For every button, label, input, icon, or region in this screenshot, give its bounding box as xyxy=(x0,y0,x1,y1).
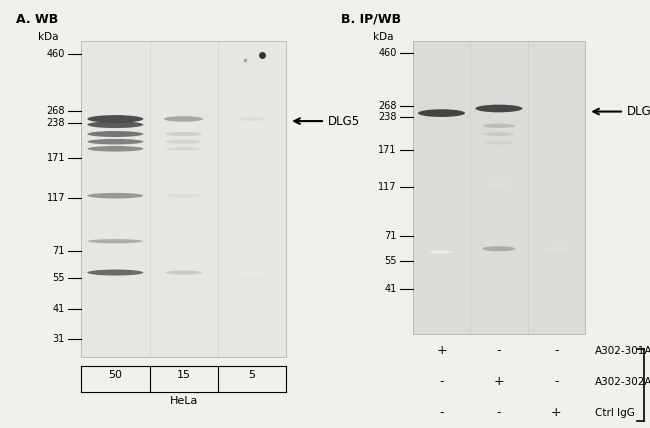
Ellipse shape xyxy=(166,140,202,144)
Ellipse shape xyxy=(87,270,144,276)
Text: 460: 460 xyxy=(378,48,396,58)
Text: 171: 171 xyxy=(47,153,65,163)
Text: 15: 15 xyxy=(177,370,190,380)
Ellipse shape xyxy=(418,109,465,117)
Text: kDa: kDa xyxy=(372,32,393,42)
Text: -: - xyxy=(554,345,558,357)
Ellipse shape xyxy=(166,132,202,136)
Text: 238: 238 xyxy=(47,118,65,128)
Text: 171: 171 xyxy=(378,145,396,155)
Text: +: + xyxy=(436,345,447,357)
Ellipse shape xyxy=(87,139,144,145)
Ellipse shape xyxy=(87,115,144,123)
Ellipse shape xyxy=(430,250,453,254)
Text: A302-301A: A302-301A xyxy=(595,346,650,356)
Text: -: - xyxy=(554,375,558,388)
Text: 41: 41 xyxy=(53,304,65,314)
Text: DLG5: DLG5 xyxy=(627,105,650,118)
Text: HeLa: HeLa xyxy=(170,396,198,406)
Ellipse shape xyxy=(166,194,202,198)
Ellipse shape xyxy=(238,271,266,274)
Bar xyxy=(81,41,286,357)
Text: 268: 268 xyxy=(378,101,396,110)
Ellipse shape xyxy=(87,146,144,152)
Text: kDa: kDa xyxy=(38,32,58,42)
Text: 238: 238 xyxy=(378,112,396,122)
Text: 5: 5 xyxy=(248,370,255,380)
Text: 31: 31 xyxy=(53,334,65,344)
Ellipse shape xyxy=(87,121,144,128)
Text: 71: 71 xyxy=(384,231,396,241)
Text: A. WB: A. WB xyxy=(16,13,58,26)
Ellipse shape xyxy=(484,132,514,136)
Text: 117: 117 xyxy=(378,181,396,192)
Ellipse shape xyxy=(87,239,144,244)
Ellipse shape xyxy=(485,183,513,186)
Ellipse shape xyxy=(238,117,266,121)
Text: 460: 460 xyxy=(47,49,65,59)
Text: -: - xyxy=(439,375,444,388)
Text: Ctrl IgG: Ctrl IgG xyxy=(595,407,634,418)
Bar xyxy=(413,41,585,334)
Text: 50: 50 xyxy=(109,370,122,380)
Text: -: - xyxy=(497,406,501,419)
Ellipse shape xyxy=(166,147,202,151)
Text: B. IP/WB: B. IP/WB xyxy=(341,13,402,26)
Ellipse shape xyxy=(164,116,203,122)
Text: -: - xyxy=(439,406,444,419)
Text: 268: 268 xyxy=(47,106,65,116)
Text: 41: 41 xyxy=(384,284,396,294)
Ellipse shape xyxy=(542,247,571,250)
Ellipse shape xyxy=(484,141,514,145)
Text: 55: 55 xyxy=(384,256,396,265)
Ellipse shape xyxy=(482,246,515,251)
Text: -: - xyxy=(497,345,501,357)
Ellipse shape xyxy=(482,124,515,128)
Text: +: + xyxy=(551,406,562,419)
Ellipse shape xyxy=(166,270,202,275)
Text: 117: 117 xyxy=(47,193,65,203)
Text: 55: 55 xyxy=(53,273,65,283)
Text: A302-302A: A302-302A xyxy=(595,377,650,387)
Text: +: + xyxy=(493,375,504,388)
Ellipse shape xyxy=(475,104,523,112)
Text: DLG5: DLG5 xyxy=(328,115,360,128)
Ellipse shape xyxy=(485,167,513,171)
Text: 71: 71 xyxy=(53,246,65,256)
Ellipse shape xyxy=(87,131,144,137)
Ellipse shape xyxy=(87,193,144,199)
